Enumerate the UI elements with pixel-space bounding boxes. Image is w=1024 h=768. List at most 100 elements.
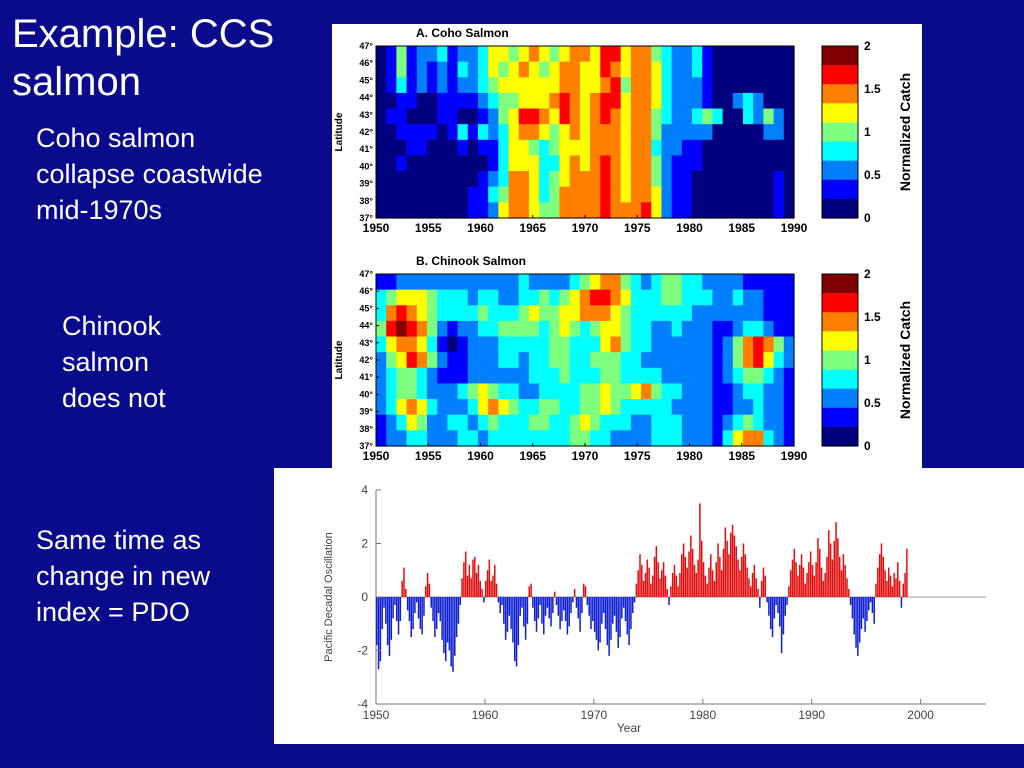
heatmap-cell <box>600 171 612 188</box>
x-tick-label: 1955 <box>415 221 442 235</box>
heatmap-cell <box>763 414 775 431</box>
pdo-bar <box>570 597 572 614</box>
heatmap-cell <box>651 124 663 141</box>
heatmap-cell <box>437 430 448 447</box>
colorbar-segment <box>822 122 858 143</box>
heatmap-cell <box>559 367 571 385</box>
x-tick-label: 1970 <box>572 449 599 463</box>
y-tick-label: 42° <box>359 127 373 137</box>
heatmap-cell <box>763 61 775 78</box>
heatmap-cell <box>763 155 775 172</box>
heatmap-cell <box>590 367 601 385</box>
heatmap-cell <box>773 155 785 172</box>
heatmap-cell <box>702 383 714 400</box>
pdo-bar <box>671 572 674 597</box>
heatmap-cell <box>712 274 724 291</box>
heatmap-cell <box>681 289 693 306</box>
heatmap-cell <box>518 108 530 125</box>
heatmap-cell <box>376 320 387 338</box>
heatmap-cell <box>722 171 734 188</box>
pdo-bar <box>624 597 627 622</box>
heatmap-cell <box>712 124 724 141</box>
heatmap-cell <box>722 46 734 63</box>
heatmap-cell <box>641 92 652 110</box>
heatmap-cell <box>386 46 397 63</box>
pdo-bar <box>782 597 785 635</box>
heatmap-cell <box>376 414 387 431</box>
x-tick-label: 1950 <box>363 708 390 722</box>
heatmap-cell <box>508 46 520 63</box>
pdo-bar <box>904 572 906 597</box>
heatmap-cell <box>386 414 397 431</box>
heatmap-cell <box>528 289 540 306</box>
heatmap-cell <box>426 171 438 188</box>
heatmap-cell <box>712 383 724 400</box>
heatmap-cell <box>396 124 408 141</box>
y-tick-label: 45° <box>359 75 373 85</box>
heatmap-cell <box>579 202 591 219</box>
heatmap-cell <box>488 124 499 141</box>
pdo-bar <box>746 567 748 597</box>
heatmap-cell <box>732 352 744 369</box>
heatmap-cell <box>579 108 591 125</box>
pdo-bar <box>631 597 634 614</box>
x-tick-label: 1950 <box>363 449 390 463</box>
heatmap-cell <box>437 383 448 400</box>
heatmap-cell <box>732 139 744 157</box>
heatmap-cell <box>681 399 693 416</box>
heatmap-cell <box>702 202 714 219</box>
heatmap-cell <box>579 414 591 431</box>
heatmap-cell <box>661 139 673 157</box>
pdo-bar <box>435 597 438 630</box>
heatmap-cell <box>610 289 622 306</box>
heatmap-cell <box>498 46 510 63</box>
heatmap-cell <box>386 124 397 141</box>
heatmap-cell <box>661 383 673 400</box>
heatmap-cell <box>702 92 714 110</box>
heatmap-cell <box>488 92 499 110</box>
heatmap-cell <box>426 352 438 369</box>
heatmap-cell <box>651 336 663 353</box>
heatmap-cell <box>477 430 489 447</box>
heatmap-cell <box>641 430 652 447</box>
heatmap-cell <box>457 430 469 447</box>
heatmap-cell <box>641 320 652 338</box>
heatmap-cell <box>692 155 703 172</box>
heatmap-cell <box>641 46 652 63</box>
pdo-bar <box>831 559 834 597</box>
heatmap-cell <box>681 305 693 322</box>
heatmap-cell <box>692 202 703 219</box>
pdo-bar <box>855 597 857 648</box>
pdo-bar <box>697 559 699 597</box>
heatmap-cell <box>661 155 673 172</box>
heatmap-cell <box>661 305 673 322</box>
pdo-bar <box>759 597 761 608</box>
pdo-bar <box>840 570 843 597</box>
heatmap-cell <box>722 61 734 78</box>
heatmap-cell <box>416 430 428 447</box>
heatmap-cell <box>753 202 765 219</box>
heatmap-cell <box>722 124 734 141</box>
heatmap-cell <box>457 274 469 291</box>
heatmap-cell <box>569 77 581 94</box>
heatmap-cell <box>447 124 459 141</box>
heatmap-cell <box>559 171 571 188</box>
text-line: Chinook <box>62 311 162 341</box>
heatmap-cell <box>692 139 703 157</box>
pdo-bar <box>521 597 523 608</box>
heatmap-cell <box>712 430 724 447</box>
heatmap-cell <box>498 305 510 322</box>
heatmap-cell <box>579 46 591 63</box>
heatmap-cell <box>630 383 642 400</box>
heatmap-cell <box>661 399 673 416</box>
pdo-bar <box>857 597 859 656</box>
heatmap-cell <box>651 92 663 110</box>
pdo-bar <box>508 597 511 616</box>
pdo-bar <box>869 597 872 603</box>
heatmap-cell <box>569 305 581 322</box>
heatmap-cell <box>376 430 387 447</box>
heatmap-cell <box>630 305 642 322</box>
heatmap-cell <box>528 352 540 369</box>
heatmap-cell <box>508 61 520 78</box>
